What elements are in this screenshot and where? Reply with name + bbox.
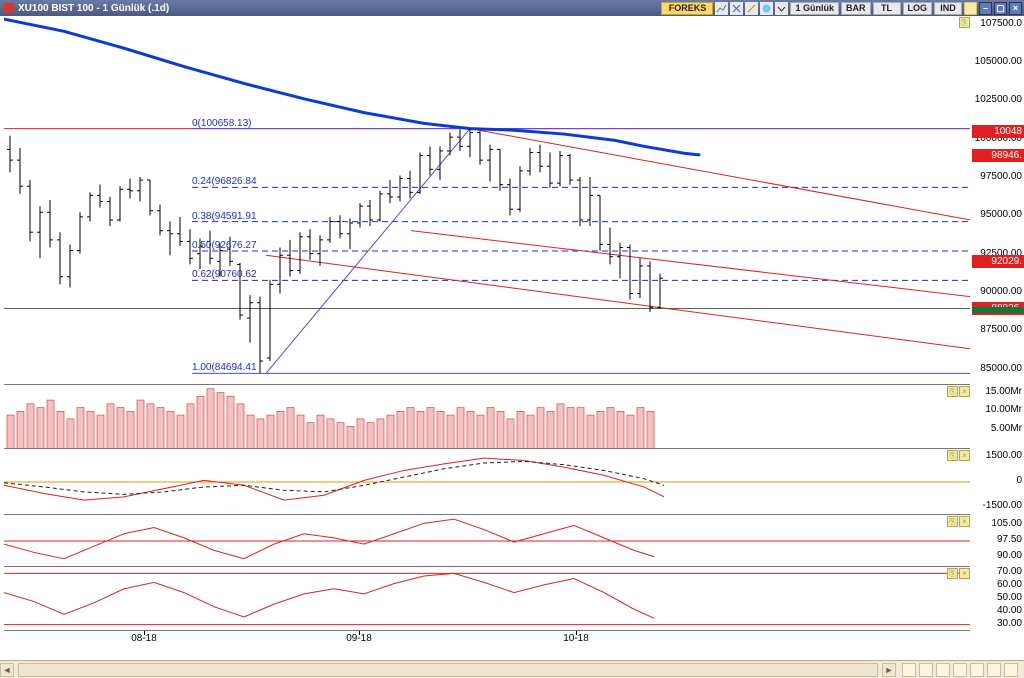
- price-ytick: 102500.00: [975, 94, 1022, 105]
- x-tick-label: 08-18: [131, 633, 157, 644]
- price-ytick: 85000.00: [980, 363, 1022, 374]
- window-titlebar: XU100 BIST 100 - 1 Günlük (.1d) FOREKS 1…: [0, 0, 1024, 16]
- price-tag: 98946.: [972, 149, 1024, 162]
- stoch-chart-svg: [4, 567, 970, 631]
- volume-chart-svg: [4, 385, 970, 449]
- chart-type-icon[interactable]: [715, 2, 728, 15]
- timeframe-select[interactable]: 1 Günlük: [790, 2, 839, 15]
- price-ytick: 87500.00: [980, 324, 1022, 335]
- tray-icons: [896, 663, 1024, 677]
- price-chart-svg: [4, 16, 970, 384]
- pane-controls-volume[interactable]: ⎘×: [947, 386, 970, 398]
- log-button[interactable]: LOG: [903, 2, 933, 15]
- minimize-button[interactable]: –: [979, 2, 992, 15]
- stoch-ytick: 30.00: [997, 618, 1022, 629]
- x-tick-label: 10-18: [563, 633, 589, 644]
- tray-icon[interactable]: [970, 663, 984, 677]
- pane-controls-macd[interactable]: ⎘×: [947, 450, 970, 462]
- volume-pane[interactable]: ⎘×: [4, 384, 970, 448]
- bar-button[interactable]: BAR: [841, 2, 871, 15]
- rsi-ytick: 97.50: [997, 534, 1022, 545]
- volume-ytick: 10.00Mr: [985, 404, 1022, 415]
- window-title: XU100 BIST 100 - 1 Günlük (.1d): [18, 3, 169, 14]
- price-ytick: 97500.00: [980, 171, 1022, 182]
- rsi-yaxis: 90.00 97.50 105.00: [970, 514, 1024, 566]
- tray-icon[interactable]: [987, 663, 1001, 677]
- close-button[interactable]: ×: [1009, 2, 1022, 15]
- fib-level-label: 0(100658.13): [192, 118, 252, 129]
- scroll-left-button[interactable]: ◄: [0, 663, 14, 677]
- macd-ytick: 1500.00: [986, 450, 1022, 461]
- dropdown-icon[interactable]: [775, 2, 788, 15]
- tools-icon[interactable]: [730, 2, 743, 15]
- price-tag: 10048: [972, 125, 1024, 138]
- titlebar-tools: FOREKS 1 Günlük BAR TL LOG IND – ▢ ×: [661, 0, 1022, 16]
- maximize-button[interactable]: ▢: [994, 2, 1007, 15]
- price-ytick: 107500.0: [980, 18, 1022, 29]
- macd-ytick: -1500.00: [983, 500, 1022, 511]
- fib-level-label: 0.50(92676.27: [192, 240, 257, 251]
- price-ytick: 95000.00: [980, 209, 1022, 220]
- fib-level-label: 0.24(96826.84: [192, 176, 257, 187]
- stoch-pane[interactable]: ⎘×: [4, 566, 970, 630]
- rsi-pane[interactable]: ⎘×: [4, 514, 970, 566]
- price-tag: 92029.: [972, 255, 1024, 268]
- price-tag: [972, 307, 1024, 313]
- pane-controls-stoch[interactable]: ⎘×: [947, 568, 970, 580]
- x-axis: 08-18 09-18 10-18: [4, 630, 970, 647]
- tray-icon[interactable]: [902, 663, 916, 677]
- tray-icon[interactable]: [953, 663, 967, 677]
- stoch-yaxis: 30.00 40.00 50.00 60.00 70.00: [970, 566, 1024, 630]
- stoch-ytick: 40.00: [997, 605, 1022, 616]
- scroll-track[interactable]: [18, 663, 878, 677]
- palette-icon[interactable]: [760, 2, 773, 15]
- price-yaxis: 85000.0087500.0090000.0092500.0095000.00…: [970, 16, 1024, 384]
- scroll-right-button[interactable]: ►: [882, 663, 896, 677]
- tray-icon[interactable]: [919, 663, 933, 677]
- volume-ytick: 15.00Mr: [985, 386, 1022, 397]
- pencil-icon[interactable]: [745, 2, 758, 15]
- volume-yaxis: 5.00Mr 10.00Mr 15.00Mr: [970, 384, 1024, 448]
- pane-controls-price[interactable]: ⎘: [959, 17, 970, 29]
- app-icon: [4, 3, 14, 13]
- price-pane[interactable]: 0(100658.13) 0.24(96826.84 0.38(94591.91 0.…: [4, 16, 970, 384]
- volume-ytick: 5.00Mr: [991, 423, 1022, 434]
- tray-icon[interactable]: [1004, 663, 1018, 677]
- bottom-scrollbar: ◄ ►: [0, 660, 1024, 678]
- fib-level-label: 1.00(84694.41: [192, 362, 257, 373]
- macd-pane[interactable]: ⎘×: [4, 448, 970, 514]
- rsi-ytick: 90.00: [997, 550, 1022, 561]
- tl-button[interactable]: TL: [873, 2, 901, 15]
- rsi-ytick: 105.00: [991, 518, 1022, 529]
- pane-controls-rsi[interactable]: ⎘×: [947, 516, 970, 528]
- stoch-ytick: 50.00: [997, 592, 1022, 603]
- x-tick-label: 09-18: [346, 633, 372, 644]
- price-ytick: 90000.00: [980, 286, 1022, 297]
- chart-workspace: 0(100658.13) 0.24(96826.84 0.38(94591.91 0.…: [0, 16, 1024, 660]
- macd-yaxis: -1500.00 0 1500.00: [970, 448, 1024, 514]
- stoch-ytick: 70.00: [997, 566, 1022, 577]
- rsi-chart-svg: [4, 515, 970, 567]
- macd-ytick: 0: [1016, 475, 1022, 486]
- fib-level-label: 0.38(94591.91: [192, 211, 257, 222]
- fib-level-label: 0.62(90760.62: [192, 269, 257, 280]
- stoch-ytick: 60.00: [997, 579, 1022, 590]
- tray-icon[interactable]: [936, 663, 950, 677]
- badge-icon: [964, 2, 977, 15]
- ind-button[interactable]: IND: [934, 2, 962, 15]
- price-ytick: 105000.00: [975, 56, 1022, 67]
- brand-badge: FOREKS: [661, 2, 713, 15]
- macd-chart-svg: [4, 449, 970, 515]
